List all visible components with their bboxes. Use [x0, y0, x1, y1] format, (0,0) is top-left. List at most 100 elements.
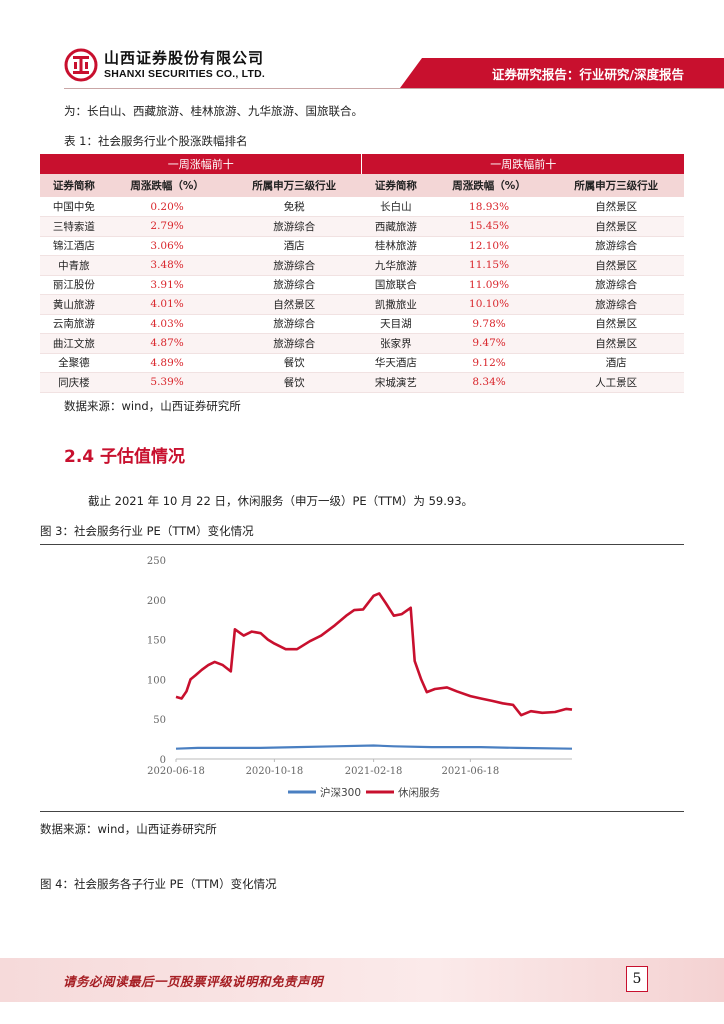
table-source-note: 数据来源：wind，山西证券研究所: [64, 399, 241, 413]
table-cell: 5.39%: [107, 372, 227, 393]
table-cell: 自然景区: [548, 314, 684, 334]
table-cell: 9.47%: [429, 333, 549, 354]
table-cell: 九华旅游: [361, 255, 430, 276]
header-band: [400, 58, 724, 88]
body-paragraph: 截止 2021 年 10 月 22 日，休闲服务（申万一级）PE（TTM）为 5…: [88, 494, 474, 508]
y-tick-label: 50: [153, 715, 166, 726]
series-line-1: [175, 592, 573, 717]
report-type-label: 证券研究报告：行业研究/深度报告: [491, 67, 684, 82]
intro-line: 为：长白山、西藏旅游、桂林旅游、九华旅游、国旅联合。: [64, 104, 363, 118]
table-cell: 4.89%: [107, 353, 227, 373]
y-tick-label: 100: [147, 675, 166, 686]
header-divider: [64, 88, 724, 89]
table-cell: 自然景区: [548, 333, 684, 354]
table-column-header: 所属申万三级行业: [548, 174, 684, 197]
page-header: 山西证券股份有限公司 SHANXI SECURITIES CO., LTD. 证…: [0, 0, 724, 92]
table-cell: 旅游综合: [548, 236, 684, 256]
footer-band: [0, 958, 724, 1002]
table-cell: 8.34%: [429, 372, 549, 393]
table-cell: 3.06%: [107, 236, 227, 256]
table-row: 三特索道 2.79% 旅游综合 西藏旅游 15.45% 自然景区: [40, 216, 684, 237]
table-cell: 餐饮: [226, 353, 362, 373]
figure-bottom-rule: [40, 811, 684, 812]
table-cell: 旅游综合: [226, 314, 362, 334]
table-cell: 黄山旅游: [40, 294, 108, 315]
table-cell: 15.45%: [429, 216, 549, 237]
table-cell: 自然景区: [226, 294, 362, 315]
table-column-header: 周涨跌幅（%）: [429, 174, 549, 197]
company-logo: 山西证券股份有限公司 SHANXI SECURITIES CO., LTD.: [64, 48, 265, 82]
table-row: 曲江文旅 4.87% 旅游综合 张家界 9.47% 自然景区: [40, 333, 684, 354]
table-cell: 华天酒店: [361, 353, 430, 373]
x-tick-label: 2020-06-18: [147, 766, 205, 777]
table-cell: 4.03%: [107, 314, 227, 334]
table-cell: 张家界: [361, 333, 430, 354]
table-cell: 曲江文旅: [40, 333, 108, 354]
table-cell: 3.48%: [107, 255, 227, 276]
section-title: 2.4 子估值情况: [64, 447, 186, 467]
x-tick-label: 2021-06-18: [442, 766, 500, 777]
table-row: 同庆楼 5.39% 餐饮 宋城演艺 8.34% 人工景区: [40, 372, 684, 393]
table-cell: 云南旅游: [40, 314, 108, 334]
table-row: 全聚德 4.89% 餐饮 华天酒店 9.12% 酒店: [40, 353, 684, 373]
company-name-en: SHANXI SECURITIES CO., LTD.: [104, 67, 265, 80]
table-cell: 自然景区: [548, 216, 684, 237]
stock-ranking-table: 一周涨幅前十 一周跌幅前十 证券简称 周涨跌幅（%） 所属申万三级行业 证券简称 周涨跌…: [40, 154, 684, 393]
table-cell: 3.91%: [107, 275, 227, 295]
table-column-header: 所属申万三级行业: [226, 174, 362, 197]
figure-source-note: 数据来源：wind，山西证券研究所: [40, 822, 217, 836]
table-cell: 酒店: [226, 236, 362, 256]
table-cell: 18.93%: [429, 197, 549, 217]
table-cell: 酒店: [548, 353, 684, 373]
table-column-header: 证券简称: [361, 174, 430, 197]
figure-4-caption: 图 4：社会服务各子行业 PE（TTM）变化情况: [40, 877, 277, 891]
x-tick-label: 2021-02-18: [345, 766, 403, 777]
table-row: 丽江股份 3.91% 旅游综合 国旅联合 11.09% 旅游综合: [40, 275, 684, 295]
table-cell: 中国中免: [40, 197, 108, 217]
table-cell: 旅游综合: [226, 216, 362, 237]
pe-ttm-line-chart: 0 50 100 150 200 250 2020-06-18 2020-10-18 2021-…: [147, 556, 573, 799]
table-row: 云南旅游 4.03% 旅游综合 天目湖 9.78% 自然景区: [40, 314, 684, 334]
table-cell: 中青旅: [40, 255, 108, 276]
table-cell: 桂林旅游: [361, 236, 430, 256]
x-tick-label: 2020-10-18: [246, 766, 304, 777]
table-cell: 11.09%: [429, 275, 549, 295]
figure-top-rule: [40, 544, 684, 545]
table-cell: 天目湖: [361, 314, 430, 334]
table-cell: 0.20%: [107, 197, 227, 217]
series-line-0: [175, 744, 573, 750]
table-column-header: 周涨跌幅（%）: [107, 174, 227, 197]
table-row: 锦江酒店 3.06% 酒店 桂林旅游 12.10% 旅游综合: [40, 236, 684, 256]
table-cell: 餐饮: [226, 372, 362, 393]
table-cell: 免税: [226, 197, 362, 217]
table-cell: 4.87%: [107, 333, 227, 354]
table-cell: 三特索道: [40, 216, 108, 237]
table-cell: 宋城演艺: [361, 372, 430, 393]
page-number: 5: [626, 966, 648, 992]
table-cell: 丽江股份: [40, 275, 108, 295]
table-group-losers: 一周跌幅前十: [361, 154, 684, 174]
table-cell: 12.10%: [429, 236, 549, 256]
legend-label: 休闲服务: [398, 786, 440, 799]
table-cell: 旅游综合: [226, 275, 362, 295]
table-cell: 西藏旅游: [361, 216, 430, 237]
table-cell: 旅游综合: [226, 333, 362, 354]
table-cell: 旅游综合: [548, 275, 684, 295]
y-tick-label: 0: [160, 755, 166, 766]
table-column-header: 证券简称: [40, 174, 108, 197]
figure-3-caption: 图 3：社会服务行业 PE（TTM）变化情况: [40, 524, 254, 538]
table-group-gainers: 一周涨幅前十: [40, 154, 362, 174]
y-tick-label: 250: [147, 556, 166, 567]
legend-label: 沪深300: [320, 786, 361, 799]
table-cell: 同庆楼: [40, 372, 108, 393]
table-cell: 旅游综合: [226, 255, 362, 276]
table-cell: 2.79%: [107, 216, 227, 237]
company-name-cn: 山西证券股份有限公司: [104, 48, 265, 67]
table-row: 中国中免 0.20% 免税 长白山 18.93% 自然景区: [40, 197, 684, 217]
table-cell: 自然景区: [548, 197, 684, 217]
table-row: 黄山旅游 4.01% 自然景区 凯撒旅业 10.10% 旅游综合: [40, 294, 684, 315]
table-cell: 自然景区: [548, 255, 684, 276]
table-caption: 表 1：社会服务行业个股涨跌幅排名: [64, 134, 248, 148]
table-cell: 锦江酒店: [40, 236, 108, 256]
table-cell: 人工景区: [548, 372, 684, 393]
